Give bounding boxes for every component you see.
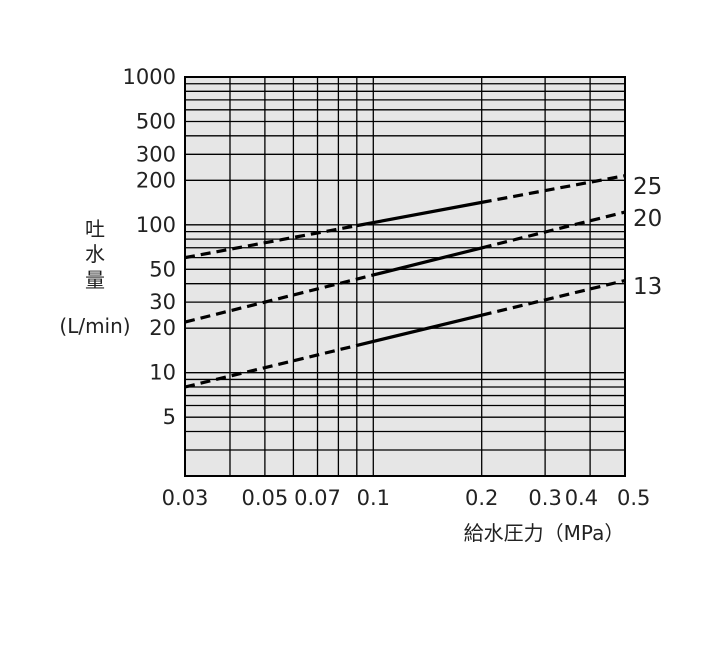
series-line-dashed-25 [184,224,358,260]
series-line-dashed-13 [184,343,358,389]
x-tick-label: 0.4 [565,486,598,510]
y-tick-label: 500 [136,110,176,134]
x-tick-label: 0.5 [617,486,650,510]
x-tick-label: 0.2 [465,486,498,510]
y-tick-label: 20 [149,316,176,340]
x-axis-label: 給水圧力（MPa） [464,521,625,545]
plot-frame [184,76,626,477]
y-tick-label: 100 [136,213,176,237]
y-tick-label: 30 [149,290,176,314]
series-line-dashed-end-25 [481,174,626,204]
series-line-dashed-end-20 [481,210,626,250]
series-line-solid-25 [356,200,482,228]
series-label-13: 13 [633,274,662,300]
y-tick-label: 5 [163,405,176,429]
x-tick-label: 0.07 [294,486,341,510]
y-axis-unit: (L/min) [59,314,130,338]
series-label-25: 25 [633,174,662,200]
y-tick-label: 200 [136,168,176,192]
y-tick-label: 50 [149,257,176,281]
series-label-20: 20 [633,206,662,232]
y-axis-label-char: 量 [85,268,105,292]
series-line-dashed-20 [184,273,374,324]
series-line-solid-20 [372,246,483,277]
y-tick-label: 300 [136,142,176,166]
y-axis-label-char: 水 [85,242,105,266]
y-tick-label: 10 [149,361,176,385]
plot-background [185,77,625,476]
series-line-dashed-end-13 [481,278,626,317]
x-tick-label: 0.1 [357,486,390,510]
x-tick-label: 0.05 [242,486,289,510]
series-line-solid-13 [356,313,483,347]
x-tick-label: 0.3 [528,486,561,510]
x-tick-label: 0.03 [162,486,209,510]
y-axis-label-char: 吐 [85,217,105,241]
y-tick-label: 1000 [123,65,176,89]
